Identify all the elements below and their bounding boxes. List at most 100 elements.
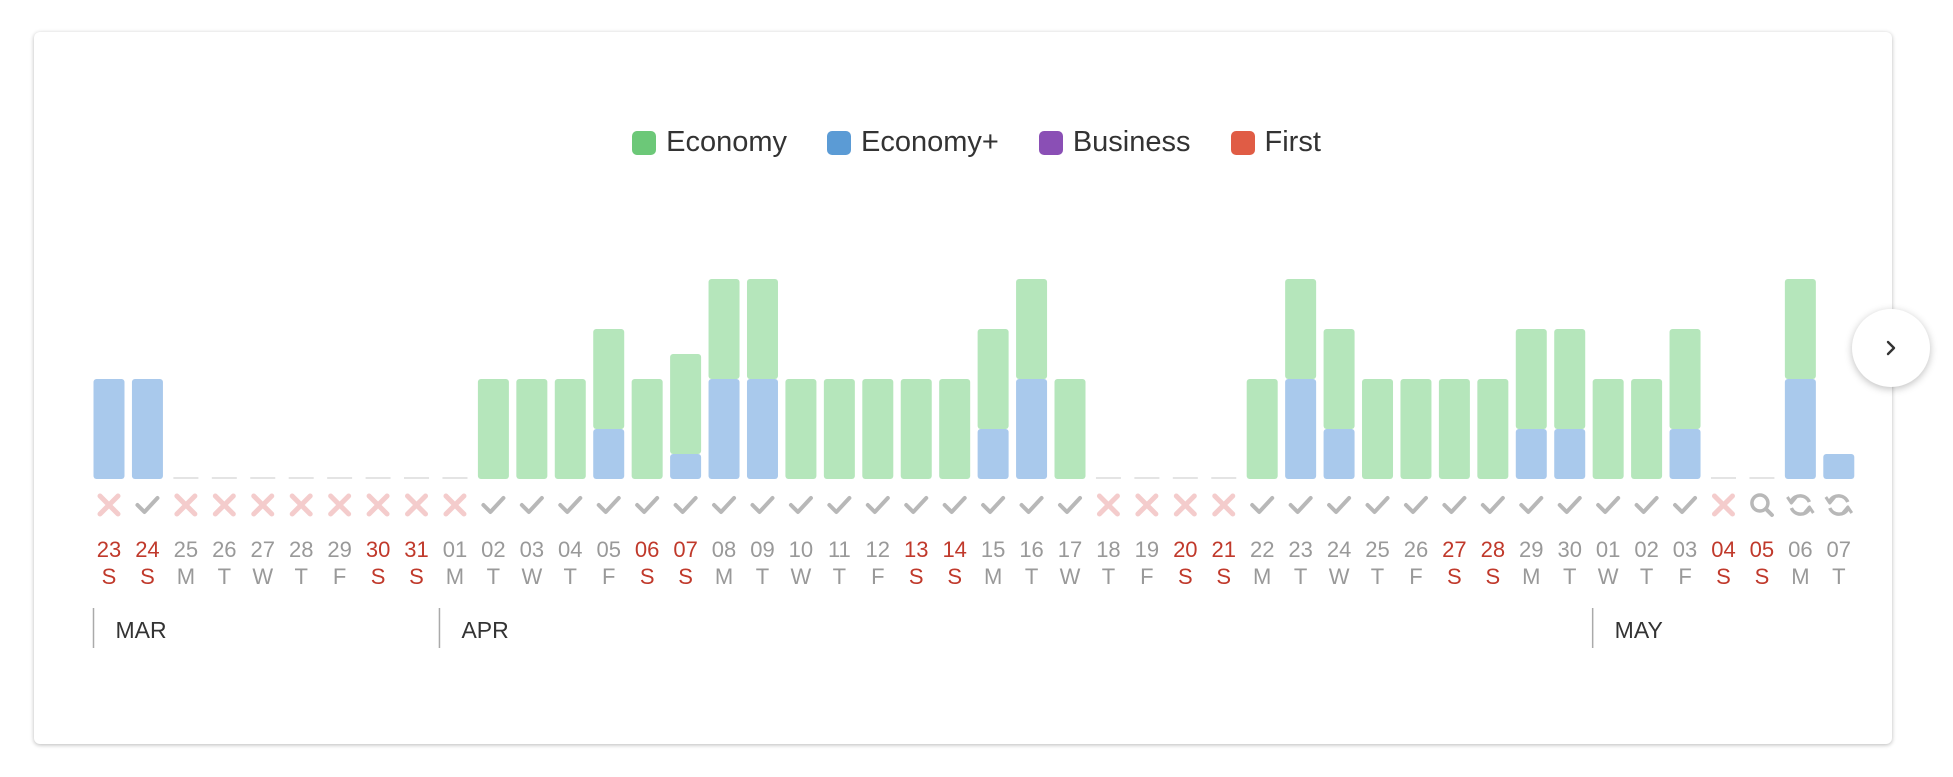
weekday-label: F xyxy=(1140,564,1153,589)
bar-economy-plus[interactable] xyxy=(1285,379,1317,479)
bar-economy[interactable] xyxy=(823,379,855,479)
bar-economy[interactable] xyxy=(1592,379,1624,479)
weekday-label: W xyxy=(1598,564,1619,589)
bar-economy-plus[interactable] xyxy=(977,429,1009,479)
bar-economy[interactable] xyxy=(516,379,548,479)
check-icon xyxy=(673,496,698,514)
weekday-label: T xyxy=(833,564,846,589)
day-number-label: 27 xyxy=(1442,537,1466,562)
day-number-label: 24 xyxy=(135,537,159,562)
day-number-label: 03 xyxy=(520,537,544,562)
bar-economy-plus[interactable] xyxy=(708,379,740,479)
weekday-label: T xyxy=(1025,564,1038,589)
bar-economy[interactable] xyxy=(1054,379,1086,479)
bar-economy[interactable] xyxy=(631,379,663,479)
refresh-icon-arrows xyxy=(1824,496,1854,514)
legend-item-economy[interactable]: Economy xyxy=(632,126,787,159)
bar-economy[interactable] xyxy=(708,279,740,379)
bar-economy-plus[interactable] xyxy=(1669,429,1701,479)
weekday-label: S xyxy=(678,564,693,589)
unavailable-x-icon xyxy=(289,493,313,517)
bar-economy[interactable] xyxy=(1631,379,1663,479)
bar-economy[interactable] xyxy=(477,379,509,479)
weekday-label: S xyxy=(1485,564,1500,589)
bar-economy-plus[interactable] xyxy=(1323,429,1355,479)
bar-economy[interactable] xyxy=(1362,379,1394,479)
bar-economy[interactable] xyxy=(900,379,932,479)
bar-economy[interactable] xyxy=(1784,279,1816,379)
unavailable-x-icon xyxy=(1096,493,1120,517)
unavailable-x-icon xyxy=(251,493,275,517)
bar-economy[interactable] xyxy=(1323,329,1355,429)
legend-item-first[interactable]: First xyxy=(1230,126,1321,159)
weekday-label: F xyxy=(1409,564,1422,589)
day-number-label: 23 xyxy=(1288,537,1312,562)
bar-economy[interactable] xyxy=(1285,279,1317,379)
day-number-label: 25 xyxy=(174,537,198,562)
bar-economy[interactable] xyxy=(593,329,625,429)
bar-economy[interactable] xyxy=(1438,379,1470,479)
bar-economy-plus[interactable] xyxy=(670,454,702,479)
check-icon xyxy=(558,496,583,514)
bar-economy[interactable] xyxy=(1016,279,1048,379)
bar-economy-plus[interactable] xyxy=(1554,429,1586,479)
bar-economy-plus[interactable] xyxy=(93,379,125,479)
check-icon xyxy=(1250,496,1275,514)
legend-label-economy: Economy xyxy=(666,126,787,158)
weekday-label: T xyxy=(564,564,577,589)
bar-economy-plus[interactable] xyxy=(593,429,625,479)
bar-economy-plus[interactable] xyxy=(746,379,778,479)
legend-item-business[interactable]: Business xyxy=(1038,126,1191,159)
weekday-label: S xyxy=(1716,564,1731,589)
day-number-label: 04 xyxy=(1711,537,1735,562)
bar-economy-plus[interactable] xyxy=(1016,379,1048,479)
bar-economy[interactable] xyxy=(977,329,1009,429)
bar-economy[interactable] xyxy=(785,379,817,479)
bar-economy[interactable] xyxy=(862,379,894,479)
weekday-label: T xyxy=(1294,564,1307,589)
weekday-label: T xyxy=(1102,564,1115,589)
check-icon xyxy=(827,496,852,514)
check-icon xyxy=(135,496,160,514)
bar-economy-plus[interactable] xyxy=(1823,454,1855,479)
check-icon xyxy=(788,496,813,514)
bar-economy[interactable] xyxy=(746,279,778,379)
day-number-label: 22 xyxy=(1250,537,1274,562)
bar-economy[interactable] xyxy=(1400,379,1432,479)
bar-economy[interactable] xyxy=(1669,329,1701,429)
day-number-label: 12 xyxy=(866,537,890,562)
day-number-label: 17 xyxy=(1058,537,1082,562)
bar-economy-plus[interactable] xyxy=(1515,429,1547,479)
month-label: APR xyxy=(461,617,508,643)
bar-economy[interactable] xyxy=(554,379,586,479)
bar-economy[interactable] xyxy=(1477,379,1509,479)
unavailable-x-icon xyxy=(1135,493,1159,517)
next-button[interactable] xyxy=(1852,309,1930,387)
check-icon xyxy=(481,496,506,514)
weekday-label: T xyxy=(487,564,500,589)
day-number-label: 23 xyxy=(97,537,121,562)
weekday-label: W xyxy=(252,564,273,589)
day-number-label: 07 xyxy=(673,537,697,562)
bar-economy[interactable] xyxy=(1246,379,1278,479)
check-icon xyxy=(1557,496,1582,514)
bar-economy[interactable] xyxy=(1515,329,1547,429)
bar-economy[interactable] xyxy=(670,354,702,454)
bar-economy-plus[interactable] xyxy=(1784,379,1816,479)
day-number-label: 10 xyxy=(789,537,813,562)
day-number-label: 20 xyxy=(1173,537,1197,562)
day-number-label: 08 xyxy=(712,537,736,562)
weekday-label: W xyxy=(1060,564,1081,589)
weekday-label: T xyxy=(756,564,769,589)
bar-economy-plus[interactable] xyxy=(131,379,163,479)
bar-economy[interactable] xyxy=(1554,329,1586,429)
month-label: MAY xyxy=(1615,617,1663,643)
legend-item-economy-plus[interactable]: Economy+ xyxy=(827,126,999,159)
check-icon xyxy=(904,496,929,514)
weekday-label: S xyxy=(640,564,655,589)
check-icon xyxy=(1365,496,1390,514)
bar-economy[interactable] xyxy=(939,379,971,479)
unavailable-x-icon xyxy=(97,493,121,517)
day-number-label: 09 xyxy=(750,537,774,562)
check-icon xyxy=(596,496,621,514)
